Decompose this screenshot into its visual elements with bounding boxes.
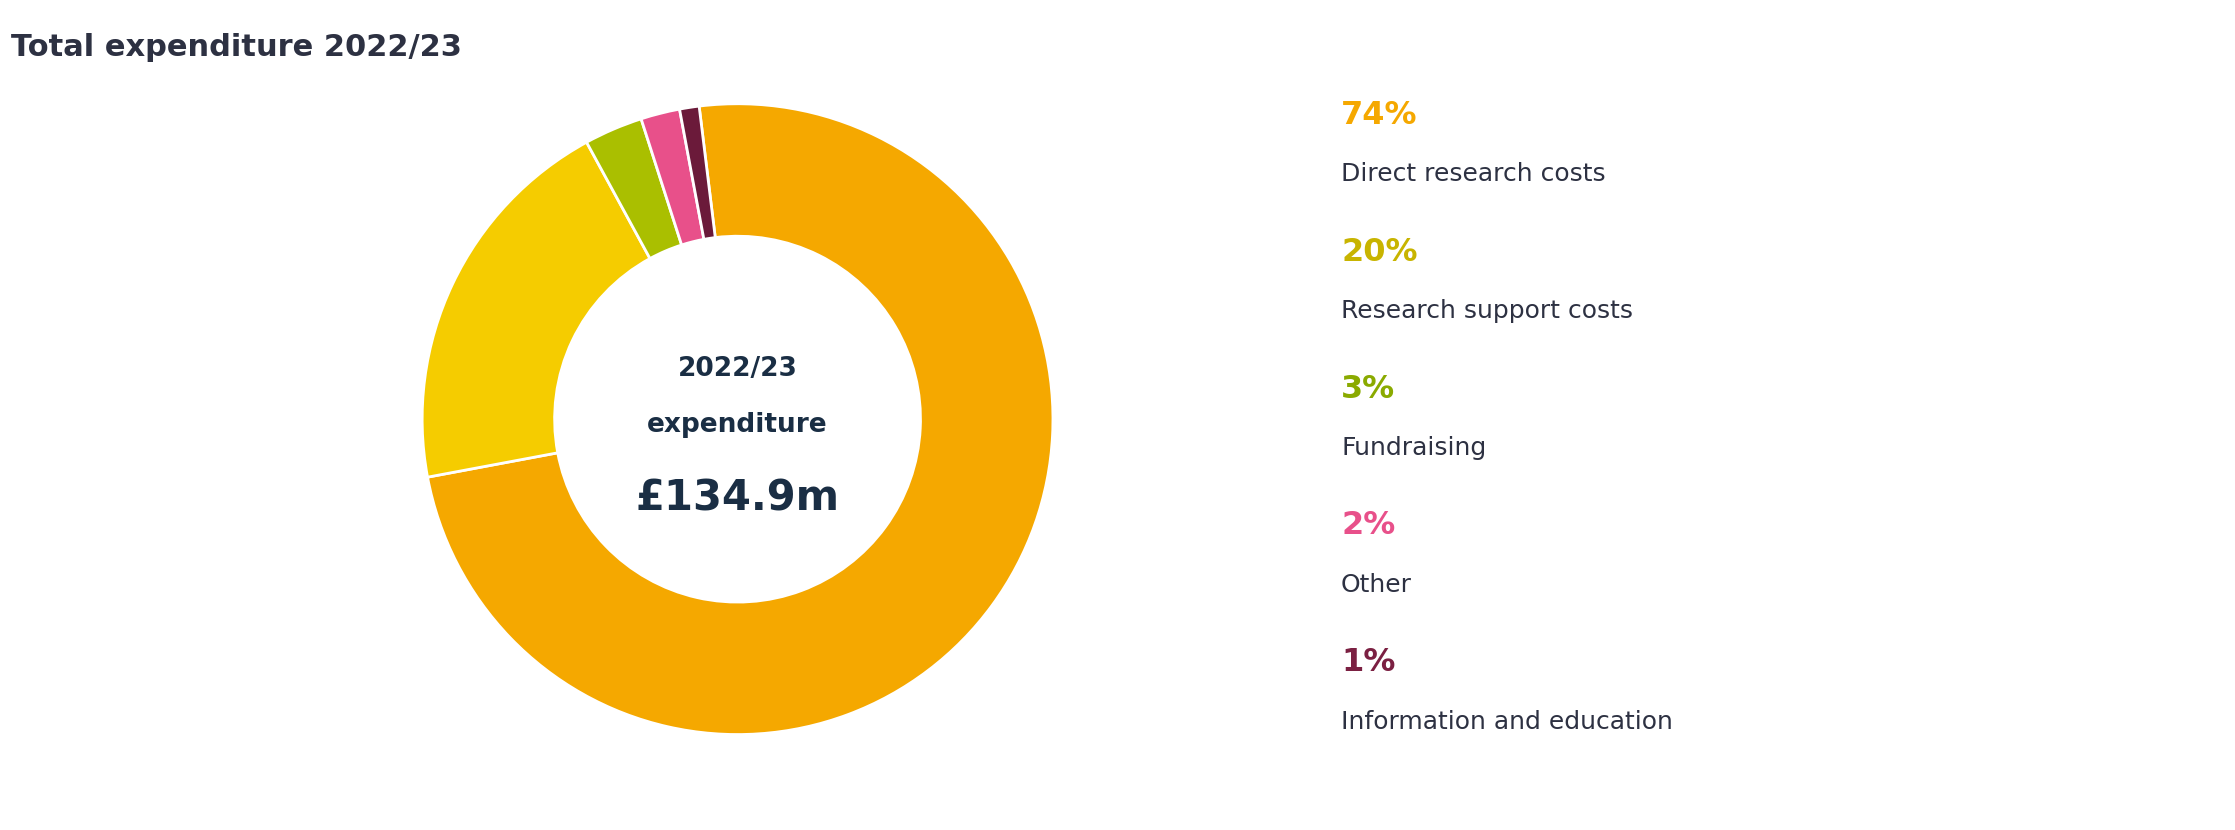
Text: 3%: 3% — [1341, 374, 1395, 404]
Text: Direct research costs: Direct research costs — [1341, 162, 1605, 186]
Text: expenditure: expenditure — [648, 413, 827, 438]
Text: 1%: 1% — [1341, 647, 1395, 678]
Wedge shape — [679, 106, 715, 239]
Text: Fundraising: Fundraising — [1341, 436, 1486, 460]
Wedge shape — [641, 109, 704, 245]
Text: Research support costs: Research support costs — [1341, 299, 1634, 323]
Wedge shape — [586, 119, 682, 258]
Text: Information and education: Information and education — [1341, 710, 1672, 734]
Text: Total expenditure 2022/23: Total expenditure 2022/23 — [11, 33, 463, 62]
Text: £134.9m: £134.9m — [635, 477, 840, 519]
Text: Other: Other — [1341, 573, 1413, 597]
Wedge shape — [427, 104, 1053, 735]
Text: 74%: 74% — [1341, 100, 1417, 130]
Wedge shape — [422, 142, 650, 477]
Text: 2022/23: 2022/23 — [677, 356, 798, 382]
Text: 2%: 2% — [1341, 510, 1395, 541]
Text: 20%: 20% — [1341, 237, 1417, 267]
